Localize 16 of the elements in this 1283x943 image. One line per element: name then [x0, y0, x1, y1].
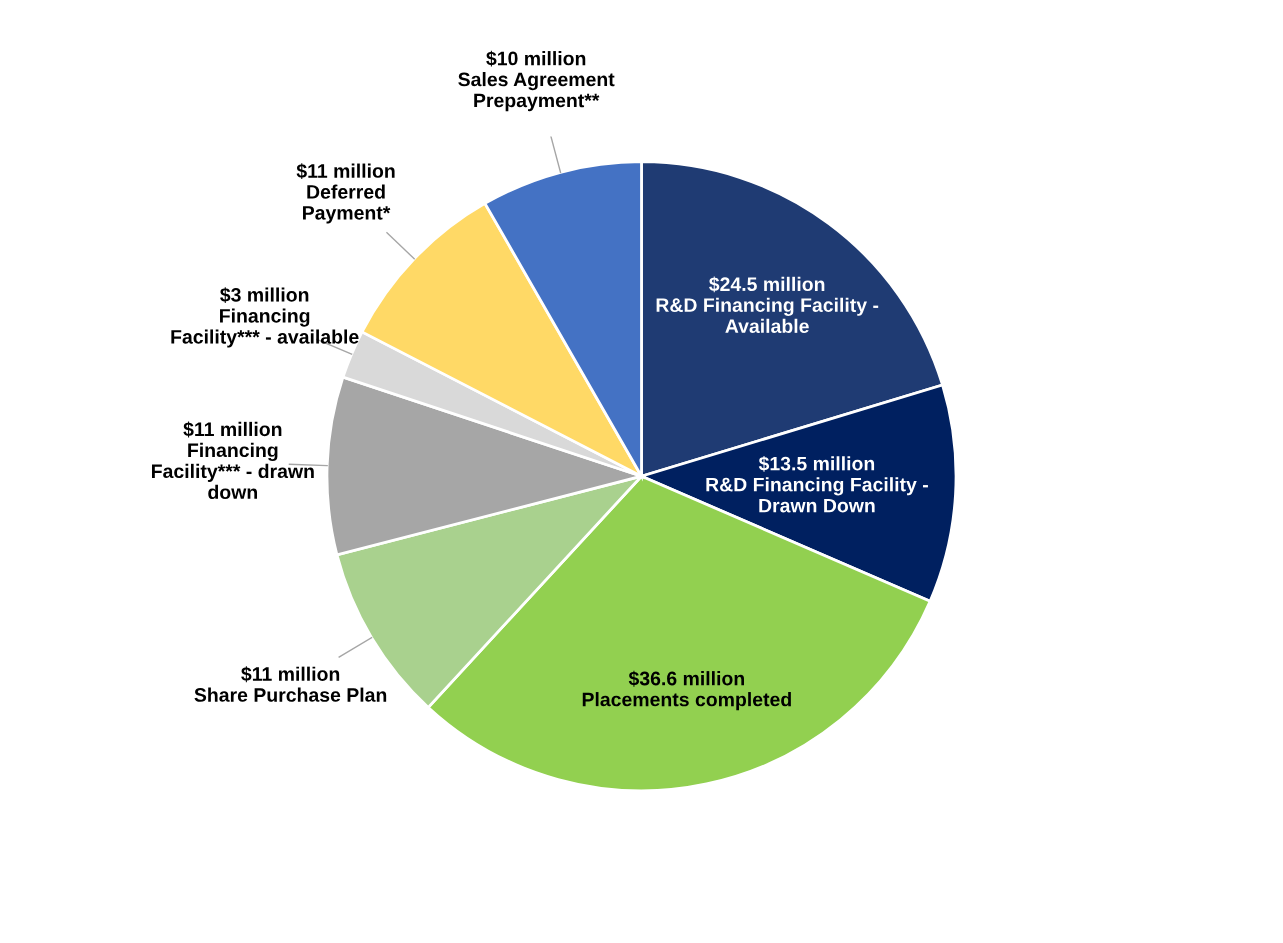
slice-label: Financing Facility*** - drawn down	[152, 442, 314, 500]
data-label: $36.6 million	[628, 670, 744, 687]
slice-label: Sales Agreement Prepayment**	[458, 72, 615, 112]
slice-label: Share Purchase Plan	[194, 687, 387, 702]
data-label: $11 million	[296, 163, 395, 180]
slice-label: R&D Financing Facility - Available	[656, 297, 879, 334]
slice-label: Financing Facility*** - available	[171, 308, 359, 348]
slice-label: Placements completed	[582, 692, 791, 711]
data-label: $3 million	[220, 287, 309, 304]
slice-label: Deferred Payment*	[303, 184, 391, 224]
data-label: $11 million	[183, 421, 282, 438]
data-label: $11 million	[241, 666, 340, 683]
data-label: $10 million	[486, 50, 586, 67]
data-label: $13.5 million	[758, 455, 875, 472]
data-label: $24.5 million	[709, 276, 825, 293]
slice-label: R&D Financing Facility - Drawn Down	[706, 477, 928, 513]
